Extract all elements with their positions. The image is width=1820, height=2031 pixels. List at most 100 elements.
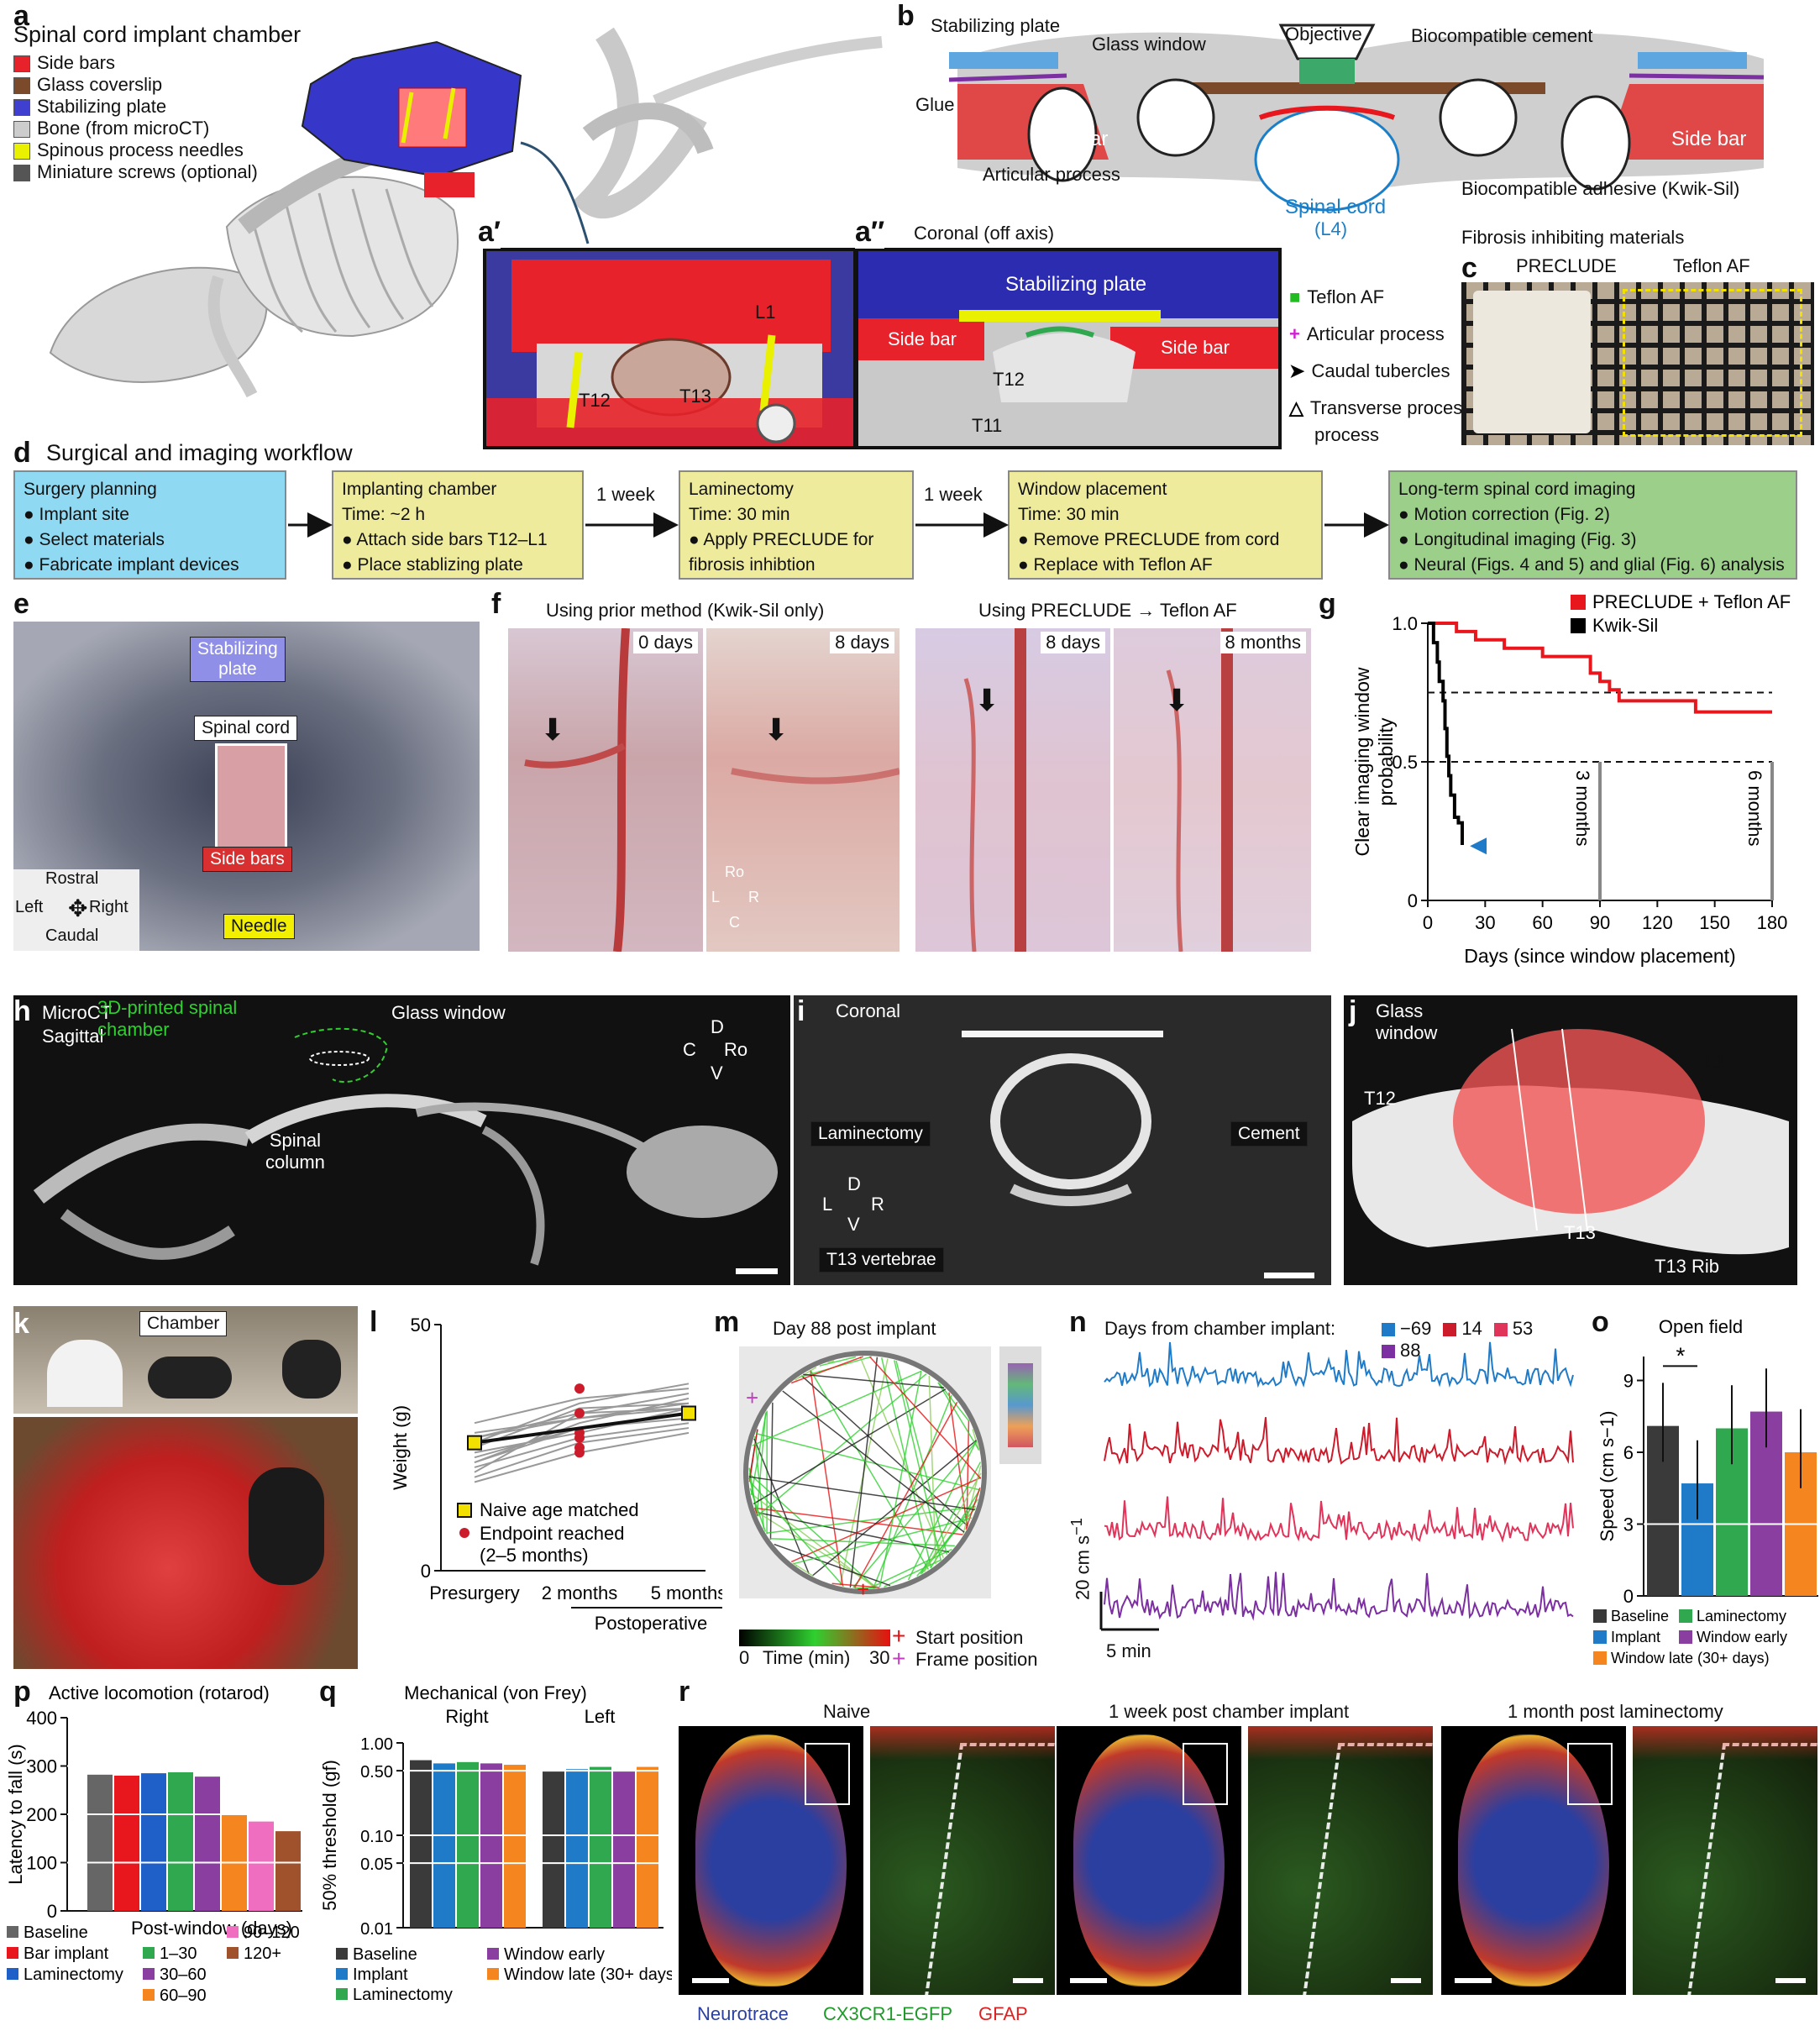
- legend-label: Window early: [504, 1945, 605, 1964]
- i-title: Coronal: [836, 1000, 901, 1021]
- legend-label: Bar implant: [24, 1944, 109, 1963]
- x-tick-label: 150: [1699, 912, 1730, 933]
- compass-r: R: [748, 889, 759, 905]
- h-spine-label: Spinal column: [265, 1130, 325, 1173]
- speed-trace: [1104, 1572, 1574, 1621]
- a2-sidebar-right-label: Side bar: [1161, 337, 1230, 358]
- step-line: ● Replace with Teflon AF: [1018, 555, 1213, 575]
- track-segment: [879, 1371, 922, 1588]
- legend-label: 90–120: [244, 1923, 300, 1942]
- panel-a: a Spinal cord implant chamber Side bars G…: [0, 0, 890, 445]
- chart-title: Active locomotion (rotarod): [49, 1682, 270, 1703]
- speed-traces: [1099, 1341, 1574, 1631]
- b-objective-label: Objective: [1285, 24, 1362, 45]
- compass-rostral: Rostral: [45, 869, 99, 888]
- legend-label: 1–30: [160, 1944, 197, 1963]
- time-colorbar: [739, 1630, 890, 1646]
- h-title-2: Sagittal: [42, 1026, 104, 1047]
- y-axis-label: probability: [1375, 717, 1397, 806]
- compass-left: Left: [15, 898, 44, 916]
- microct-coronal: i Coronal Laminectomy Cement T13 vertebr…: [794, 995, 1331, 1285]
- colorbar-min: 0: [739, 1647, 750, 1668]
- panel-n: n Days from chamber implant: −69 14 53 88 2…: [1062, 1306, 1592, 1676]
- scale-bar: [1070, 1978, 1107, 1983]
- mouse: [249, 1467, 324, 1585]
- x-tick-label: 30: [1475, 912, 1495, 933]
- legend-swatch: [13, 143, 30, 160]
- legend-swatch: [336, 1948, 348, 1960]
- y-tick-label: 0.05: [360, 1855, 393, 1874]
- legend-swatch: [1679, 1609, 1692, 1623]
- micrograph-zoom: [870, 1726, 1055, 1995]
- legend-swatch: [7, 1947, 18, 1959]
- compass-r: R: [871, 1194, 884, 1215]
- workflow-step-4: Window placement Time: 30 min ● Remove P…: [1008, 470, 1323, 580]
- interval-label: 1 week: [924, 484, 983, 505]
- microct-sagittal: MicroCT Sagittal 3D-printed spinal chamb…: [13, 995, 790, 1285]
- zoom-box: [805, 1743, 850, 1805]
- step-line: ● Longitudinal imaging (Fig. 3): [1398, 530, 1637, 549]
- track-segment: [755, 1432, 980, 1491]
- track-segment: [881, 1357, 932, 1568]
- cord-section: [1073, 1734, 1225, 1986]
- track-segment: [750, 1411, 768, 1495]
- group-label: Left: [585, 1706, 616, 1727]
- y-tick-label: 0: [421, 1561, 431, 1582]
- cord-section: [695, 1734, 847, 1986]
- track-segment: [895, 1360, 948, 1555]
- step-line: ● Fabricate implant devices: [24, 555, 239, 575]
- stain-label: GFAP: [978, 2003, 1028, 2024]
- panel-k: Chamber k: [0, 1306, 361, 1676]
- n-title: Days from chamber implant:: [1104, 1318, 1336, 1339]
- step-line: ● Select materials: [24, 530, 165, 549]
- y-axis-label: Weight (g): [390, 1405, 411, 1490]
- panel-label: i: [797, 995, 805, 1027]
- scale-bar: [1391, 1978, 1421, 1983]
- legend-symbol: ■: [1289, 286, 1301, 307]
- legend-label: Spinous process needles: [37, 139, 244, 160]
- step-line: ● Remove PRECLUDE from cord: [1018, 530, 1280, 549]
- compass-box: Rostral Left Right Caudal ✥: [13, 869, 139, 951]
- track-segment: [810, 1369, 930, 1570]
- compass-v: V: [711, 1063, 723, 1084]
- c-left-label: PRECLUDE: [1516, 255, 1617, 276]
- arrow-marker: ⬇: [1164, 683, 1190, 717]
- panel-b: b Stabilizing plate Glass window Objecti…: [890, 0, 1820, 252]
- legend: Side bars Glass coverslip Stabilizing plat…: [13, 52, 258, 183]
- track-segment: [810, 1370, 844, 1587]
- forelimb: [207, 275, 258, 398]
- y-tick-label: 0.10: [360, 1828, 393, 1846]
- m-title: Day 88 post implant: [773, 1318, 936, 1339]
- arrow-marker: ⬇: [763, 712, 789, 747]
- rotarod-chart: Active locomotion (rotarod) 0 100 200 300 400…: [5, 1682, 302, 2005]
- legend-label: Naive age matched: [480, 1499, 639, 1520]
- legend-label: PRECLUDE + Teflon AF: [1592, 591, 1791, 612]
- skeleton-render: [49, 27, 883, 398]
- shelter: [47, 1340, 123, 1407]
- track-segment: [831, 1582, 880, 1588]
- x-tick-label: 90: [1590, 912, 1610, 933]
- track-segment: [766, 1505, 976, 1535]
- frame-marker-icon: +: [892, 1645, 906, 1672]
- gfap-band: [1633, 1726, 1817, 1760]
- h-title-1: MicroCT: [42, 1002, 113, 1023]
- x-tick-label: 0: [1423, 912, 1433, 933]
- scale-bar: [1775, 1978, 1806, 1983]
- y-tick-label: 0.01: [360, 1920, 393, 1939]
- compass-d: D: [847, 1173, 861, 1194]
- legend-label: 14: [1461, 1318, 1482, 1339]
- step-line: ● Apply PRECLUDE for: [689, 530, 874, 549]
- individual-line: [474, 1383, 690, 1444]
- track-segment: [884, 1559, 941, 1588]
- track-segment: [748, 1476, 975, 1511]
- significance-marker: *: [1676, 1343, 1686, 1369]
- legend-swatch: [487, 1968, 499, 1980]
- legend-label: 60–90: [160, 1986, 207, 2005]
- track-segment: [756, 1511, 950, 1553]
- track-segment: [748, 1472, 877, 1588]
- r-title-naive: Naive: [823, 1701, 871, 1722]
- legend-swatch: [13, 121, 30, 139]
- panel-label: e: [13, 588, 29, 620]
- time-label: 8 months: [1219, 632, 1306, 653]
